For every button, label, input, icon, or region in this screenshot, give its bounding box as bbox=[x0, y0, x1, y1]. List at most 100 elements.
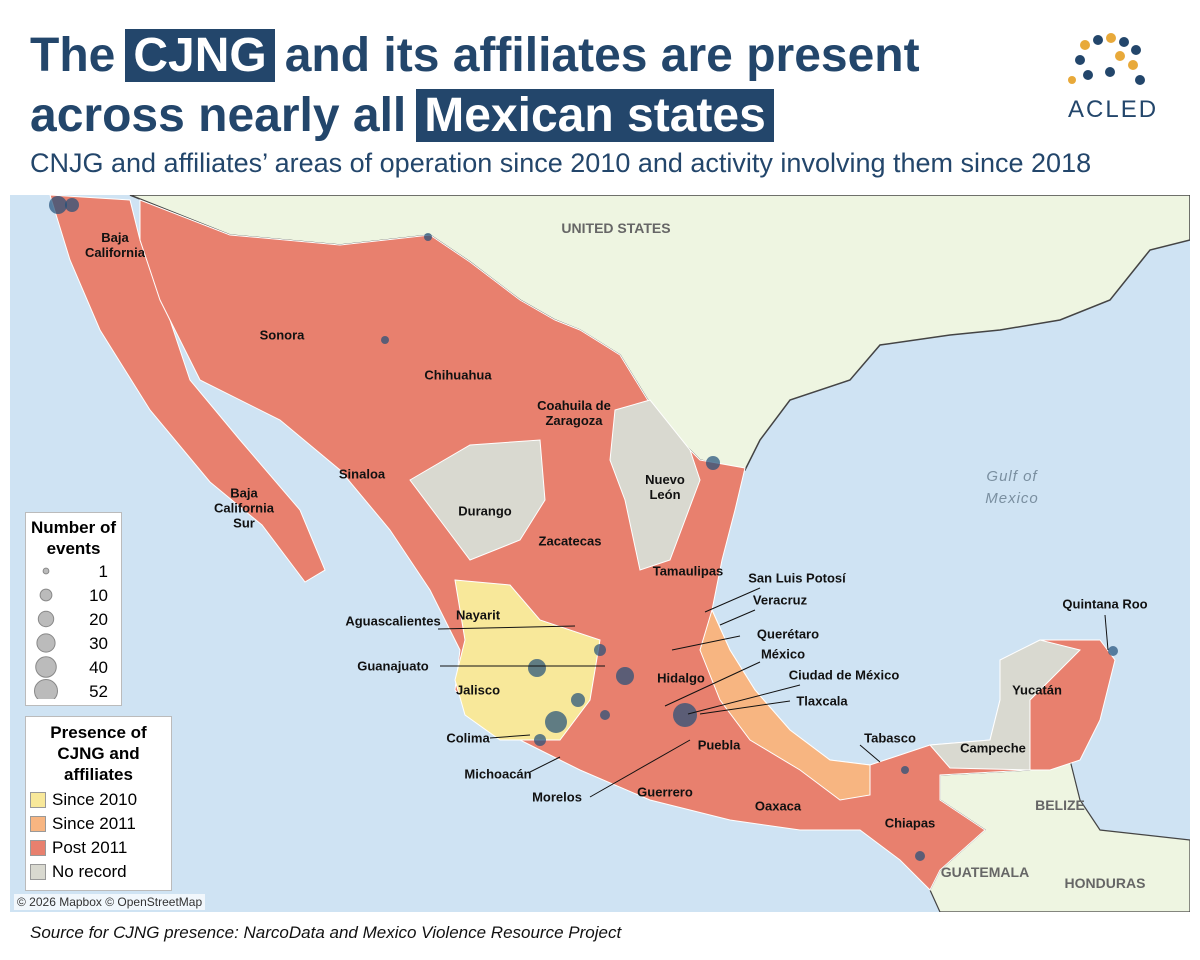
title-line: The CJNG and its affiliates are present bbox=[30, 28, 930, 83]
event-dots bbox=[49, 196, 1118, 861]
title-line: across nearly all Mexican states bbox=[30, 88, 784, 143]
leader-line bbox=[704, 587, 761, 613]
size-symbol bbox=[39, 588, 53, 602]
title-part: Mexican states bbox=[416, 89, 774, 142]
event-dot bbox=[706, 456, 720, 470]
state-label: Quintana Roo bbox=[1062, 596, 1148, 612]
state-label: Guanajuato bbox=[357, 658, 429, 674]
event-dot bbox=[915, 851, 925, 861]
title-part: across nearly all bbox=[30, 89, 407, 142]
event-dot bbox=[600, 710, 610, 720]
state-label: Tamaulipas bbox=[652, 563, 724, 579]
water-label: Gulf of Mexico bbox=[985, 468, 1039, 507]
events-legend-symbols: 1 10 20 30 40 52 bbox=[34, 562, 108, 703]
state-label: Colima bbox=[446, 730, 490, 746]
logo-dot bbox=[1075, 55, 1085, 65]
region-2011 bbox=[699, 608, 871, 801]
state-label: Aguascalientes bbox=[345, 613, 441, 629]
event-dot bbox=[673, 703, 697, 727]
presence-legend: Presence of CJNG and affiliates Since 20… bbox=[25, 716, 172, 891]
state-label: Baja California Sur bbox=[214, 485, 274, 531]
logo: ACLED bbox=[1068, 96, 1159, 123]
legend-swatch bbox=[30, 792, 46, 808]
event-dot bbox=[1108, 646, 1118, 656]
event-dot bbox=[594, 644, 606, 656]
title-part: CJNG bbox=[125, 29, 275, 82]
region-no-record bbox=[928, 639, 1081, 771]
title-part: and its affiliates are present bbox=[284, 29, 920, 82]
legend-item: Since 2010 bbox=[30, 788, 171, 812]
country-label: HONDURAS bbox=[1064, 875, 1146, 891]
size-symbol bbox=[37, 610, 55, 628]
legend-label: No record bbox=[52, 862, 127, 881]
logo-dot bbox=[1080, 40, 1090, 50]
legend-title: Presence of CJNG and affiliates bbox=[50, 723, 147, 784]
size-label: 52 bbox=[89, 682, 108, 699]
logo-dot bbox=[1106, 33, 1116, 43]
state-label: Tabasco bbox=[864, 730, 916, 746]
state-label: Tlaxcala bbox=[796, 693, 848, 709]
size-label: 20 bbox=[89, 610, 108, 629]
size-symbol bbox=[36, 633, 56, 653]
state-label: Coahuila de Zaragoza bbox=[537, 398, 611, 428]
logo-dot bbox=[1068, 76, 1076, 84]
source: Source for CJNG presence: NarcoData and … bbox=[30, 923, 622, 942]
leader-line bbox=[687, 684, 801, 715]
logo-dot bbox=[1115, 51, 1125, 61]
country-label: GUATEMALA bbox=[940, 864, 1030, 880]
legend-swatch bbox=[30, 864, 46, 880]
country-label: UNITED STATES bbox=[561, 220, 671, 236]
event-dot bbox=[571, 693, 585, 707]
size-label: 30 bbox=[89, 634, 108, 653]
legend-item: Post 2011 bbox=[30, 836, 171, 860]
legend-item: Since 2011 bbox=[30, 812, 171, 836]
state-label: San Luis Potosí bbox=[748, 570, 846, 586]
legend-swatch bbox=[30, 816, 46, 832]
size-symbol bbox=[42, 567, 50, 575]
state-label: Durango bbox=[458, 503, 512, 519]
subtitle: CNJG and affiliates’ areas of operation … bbox=[30, 148, 1092, 178]
logo-dot bbox=[1083, 70, 1093, 80]
event-dot bbox=[616, 667, 634, 685]
state-label: Nayarit bbox=[455, 607, 501, 623]
state-label: Zacatecas bbox=[538, 533, 602, 549]
state-label: Jalisco bbox=[455, 682, 501, 698]
legend-swatch bbox=[30, 840, 46, 856]
state-label: Ciudad de México bbox=[788, 667, 900, 683]
leader-line bbox=[664, 661, 761, 707]
state-label: Puebla bbox=[697, 737, 741, 753]
legend-title: Number of events bbox=[31, 518, 116, 558]
event-dot bbox=[65, 198, 79, 212]
event-dot bbox=[49, 196, 67, 214]
state-label: Hidalgo bbox=[657, 670, 705, 686]
state-label: Veracruz bbox=[752, 592, 808, 608]
state-label: Guerrero bbox=[637, 784, 693, 800]
leader-lines bbox=[437, 587, 1109, 798]
legend-label: Since 2010 bbox=[52, 790, 138, 809]
state-label: Baja California bbox=[85, 230, 145, 260]
logo-dot bbox=[1131, 45, 1141, 55]
event-dot bbox=[528, 659, 546, 677]
logo-mark bbox=[1068, 33, 1145, 85]
state-label: Yucatán bbox=[1012, 682, 1062, 698]
size-symbol bbox=[35, 656, 57, 678]
size-label: 40 bbox=[89, 658, 108, 677]
state-label: Querétaro bbox=[756, 626, 820, 642]
state-label: Chiapas bbox=[884, 815, 936, 831]
state-label: Oaxaca bbox=[754, 798, 802, 814]
attribution: © 2026 Mapbox © OpenStreetMap bbox=[14, 894, 206, 910]
event-dot bbox=[545, 711, 567, 733]
region-no-record bbox=[609, 399, 701, 571]
legend-label: Since 2011 bbox=[52, 814, 136, 833]
leader-line bbox=[699, 700, 791, 715]
state-label: México bbox=[760, 646, 806, 662]
map-layer bbox=[10, 195, 1190, 912]
logo-dot bbox=[1119, 37, 1129, 47]
leader-line bbox=[1104, 614, 1109, 651]
legend-label: Post 2011 bbox=[52, 838, 128, 857]
leader-line bbox=[529, 756, 561, 773]
size-symbol bbox=[34, 679, 58, 703]
logo-dot bbox=[1135, 75, 1145, 85]
event-dot bbox=[534, 734, 546, 746]
